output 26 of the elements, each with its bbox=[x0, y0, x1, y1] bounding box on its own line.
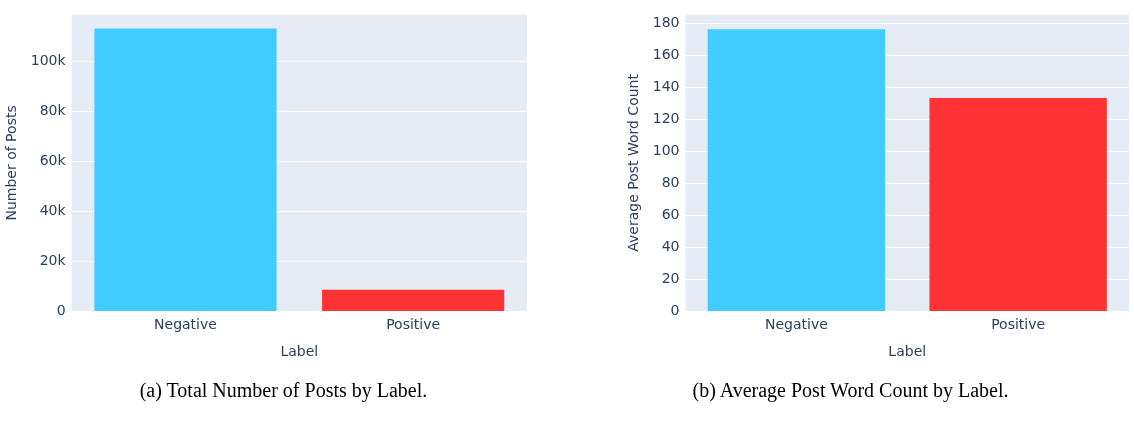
y-axis-title: Average Post Word Count bbox=[625, 73, 642, 252]
y-tick-label: 180 bbox=[652, 14, 680, 31]
x-axis-title: Label bbox=[280, 343, 319, 360]
y-tick-label: 0 bbox=[56, 302, 66, 319]
y-tick-label: 20k bbox=[39, 251, 67, 268]
y-tick-label: 80 bbox=[661, 174, 680, 191]
y-tick-label: 100k bbox=[30, 51, 67, 68]
text: (b) Average Post Word Count by Label. bbox=[691, 379, 1010, 402]
x-tick-label: Positive bbox=[991, 316, 1046, 333]
y-tick-label: 60 bbox=[661, 206, 680, 223]
y-axis-title: Number of Posts bbox=[3, 105, 20, 221]
y-tick-label: 0 bbox=[670, 302, 680, 319]
y-tick-label: 60k bbox=[39, 151, 67, 168]
y-tick-label: 20 bbox=[661, 270, 680, 287]
x-tick-label: Positive bbox=[386, 316, 441, 333]
text: (a) Total Number of Posts by Label. bbox=[138, 379, 429, 402]
y-tick-label: 100 bbox=[652, 142, 680, 159]
y-tick-label: 40 bbox=[661, 238, 680, 255]
y-tick-label: 40k bbox=[39, 201, 67, 218]
y-tick-label: 160 bbox=[652, 46, 680, 63]
x-axis-title: Label bbox=[888, 343, 927, 360]
y-tick-label: 80k bbox=[39, 101, 67, 118]
x-tick-label: Negative bbox=[764, 316, 828, 333]
x-tick-label: Negative bbox=[154, 316, 217, 333]
y-tick-label: 120 bbox=[652, 110, 680, 127]
y-tick-label: 140 bbox=[652, 78, 680, 95]
